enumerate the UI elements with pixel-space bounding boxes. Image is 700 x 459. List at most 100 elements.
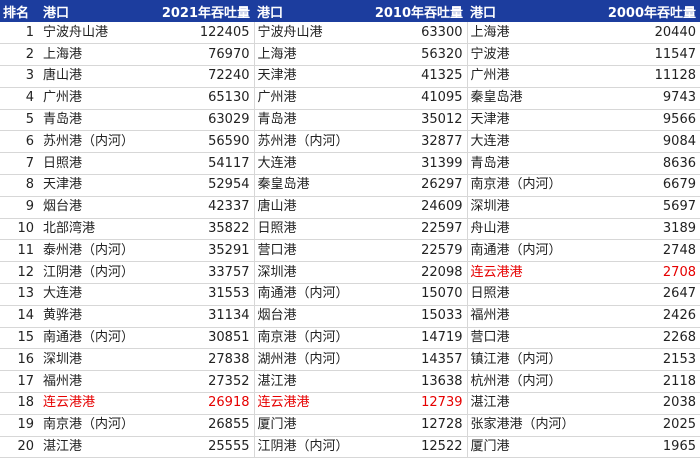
table-row: 9 烟台港 42337 唐山港 24609 深圳港 5697 — [0, 196, 700, 219]
port-2000-cell: 湛江港 — [467, 392, 595, 415]
value-2021-cell: 35822 — [150, 218, 255, 241]
value-2000-cell: 20440 — [595, 22, 700, 45]
value-2021-cell: 76970 — [150, 43, 255, 67]
value-2010-cell: 24609 — [366, 196, 468, 219]
table-row: 17 福州港 27352 湛江港 13638 杭州港（内河） 2118 — [0, 370, 700, 394]
port-2000-cell: 舟山港 — [467, 218, 595, 241]
table-row: 13 大连港 31553 南通港（内河） 15070 日照港 2647 — [0, 283, 700, 306]
value-2010-cell: 14719 — [366, 327, 468, 350]
port-2000-cell: 广州港 — [467, 65, 595, 88]
value-2010-cell: 41325 — [366, 65, 468, 88]
value-2010-cell: 31399 — [366, 152, 468, 176]
value-2021-cell: 56590 — [150, 130, 255, 154]
port-2021-cell: 南通港（内河） — [40, 327, 150, 350]
value-2000-cell: 3189 — [595, 218, 700, 241]
table-row: 7 日照港 54117 大连港 31399 青岛港 8636 — [0, 152, 700, 176]
port-2000-cell: 南通港（内河） — [467, 239, 595, 263]
port-2000-cell: 日照港 — [467, 283, 595, 306]
value-2000-cell: 2038 — [595, 392, 700, 415]
rank-cell: 4 — [0, 87, 40, 110]
port-2000-cell: 连云港港 — [467, 261, 595, 285]
value-2021-cell: 30851 — [150, 327, 255, 350]
value-2000-cell: 2268 — [595, 327, 700, 350]
table-row: 18 连云港港 26918 连云港港 12739 湛江港 2038 — [0, 392, 700, 415]
value-2021-cell: 27352 — [150, 370, 255, 394]
port-2021-cell: 宁波舟山港 — [40, 22, 150, 45]
value-2021-cell: 25555 — [150, 436, 255, 459]
port-2010-cell: 江阴港（内河） — [254, 436, 366, 459]
value-2021-cell: 26855 — [150, 414, 255, 437]
value-2021-cell: 31553 — [150, 283, 255, 306]
rank-cell: 6 — [0, 130, 40, 154]
rank-cell: 2 — [0, 43, 40, 67]
table-row: 20 湛江港 25555 江阴港（内河） 12522 厦门港 1965 — [0, 436, 700, 459]
port-2021-cell: 北部湾港 — [40, 218, 150, 241]
port-2000-cell: 厦门港 — [467, 436, 595, 459]
port-2010-cell: 秦皇岛港 — [254, 174, 366, 197]
value-2021-cell: 31134 — [150, 305, 255, 328]
value-2000-cell: 11128 — [595, 65, 700, 88]
port-2010-cell: 营口港 — [254, 239, 366, 263]
rank-cell: 9 — [0, 196, 40, 219]
table-row: 8 天津港 52954 秦皇岛港 26297 南京港（内河） 6679 — [0, 174, 700, 197]
rank-cell: 8 — [0, 174, 40, 197]
value-2010-cell: 22098 — [366, 261, 468, 285]
port-2010-cell: 南通港（内河） — [254, 283, 366, 306]
value-2000-cell: 2025 — [595, 414, 700, 437]
value-2000-cell: 9566 — [595, 109, 700, 132]
table-row: 3 唐山港 72240 天津港 41325 广州港 11128 — [0, 65, 700, 88]
value-2021-cell: 72240 — [150, 65, 255, 88]
header-port-2021: 港口 — [43, 5, 70, 21]
value-2000-cell: 8636 — [595, 152, 700, 176]
table-row: 14 黄骅港 31134 烟台港 15033 福州港 2426 — [0, 305, 700, 328]
port-2021-cell: 福州港 — [40, 370, 150, 394]
port-2000-cell: 宁波港 — [467, 43, 595, 67]
value-2000-cell: 2153 — [595, 348, 700, 372]
rank-cell: 11 — [0, 239, 40, 263]
table-row: 6 苏州港（内河） 56590 苏州港（内河） 32877 大连港 9084 — [0, 130, 700, 154]
value-2000-cell: 6679 — [595, 174, 700, 197]
rank-cell: 20 — [0, 436, 40, 459]
port-2021-cell: 上海港 — [40, 43, 150, 67]
table-row: 1 宁波舟山港 122405 宁波舟山港 63300 上海港 20440 — [0, 22, 700, 45]
port-2000-cell: 深圳港 — [467, 196, 595, 219]
port-2010-cell: 连云港港 — [254, 392, 366, 415]
value-2010-cell: 41095 — [366, 87, 468, 110]
rank-cell: 16 — [0, 348, 40, 372]
port-2021-cell: 深圳港 — [40, 348, 150, 372]
port-2000-cell: 秦皇岛港 — [467, 87, 595, 110]
value-2000-cell: 2118 — [595, 370, 700, 394]
value-2010-cell: 26297 — [366, 174, 468, 197]
port-2000-cell: 天津港 — [467, 109, 595, 132]
value-2010-cell: 14357 — [366, 348, 468, 372]
value-2010-cell: 12728 — [366, 414, 468, 437]
table-row: 12 江阴港（内河） 33757 深圳港 22098 连云港港 2708 — [0, 261, 700, 285]
table-row: 11 泰州港（内河） 35291 营口港 22579 南通港（内河） 2748 — [0, 239, 700, 263]
port-2000-cell: 营口港 — [467, 327, 595, 350]
table-row: 15 南通港（内河） 30851 南京港（内河） 14719 营口港 2268 — [0, 327, 700, 350]
port-2000-cell: 杭州港（内河） — [467, 370, 595, 394]
value-2021-cell: 65130 — [150, 87, 255, 110]
rank-cell: 17 — [0, 370, 40, 394]
value-2000-cell: 2647 — [595, 283, 700, 306]
port-2000-cell: 镇江港（内河） — [467, 348, 595, 372]
value-2010-cell: 35012 — [366, 109, 468, 132]
port-2000-cell: 上海港 — [467, 22, 595, 45]
port-2000-cell: 南京港（内河） — [467, 174, 595, 197]
port-2010-cell: 青岛港 — [254, 109, 366, 132]
port-2010-cell: 广州港 — [254, 87, 366, 110]
port-2021-cell: 湛江港 — [40, 436, 150, 459]
value-2000-cell: 1965 — [595, 436, 700, 459]
rank-cell: 18 — [0, 392, 40, 415]
port-2021-cell: 泰州港（内河） — [40, 239, 150, 263]
port-2000-cell: 张家港港（内河） — [467, 414, 595, 437]
value-2010-cell: 15070 — [366, 283, 468, 306]
value-2021-cell: 52954 — [150, 174, 255, 197]
port-2021-cell: 青岛港 — [40, 109, 150, 132]
table-row: 19 南京港（内河） 26855 厦门港 12728 张家港港（内河） 2025 — [0, 414, 700, 437]
port-2010-cell: 烟台港 — [254, 305, 366, 328]
rank-cell: 13 — [0, 283, 40, 306]
value-2010-cell: 22579 — [366, 239, 468, 263]
port-2021-cell: 南京港（内河） — [40, 414, 150, 437]
